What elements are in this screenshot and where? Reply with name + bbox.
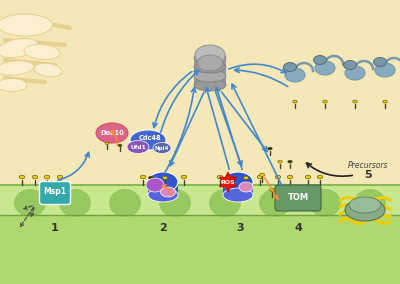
Text: 2: 2 bbox=[159, 223, 167, 233]
Ellipse shape bbox=[159, 189, 191, 217]
Ellipse shape bbox=[239, 182, 253, 192]
Ellipse shape bbox=[270, 188, 274, 191]
Ellipse shape bbox=[194, 61, 226, 73]
Ellipse shape bbox=[230, 176, 236, 179]
Ellipse shape bbox=[146, 178, 164, 192]
Ellipse shape bbox=[244, 176, 248, 179]
Ellipse shape bbox=[317, 175, 323, 179]
Ellipse shape bbox=[0, 14, 52, 36]
Text: Cdc48: Cdc48 bbox=[139, 135, 161, 141]
Ellipse shape bbox=[154, 175, 160, 179]
Bar bbox=[223, 182, 253, 195]
Ellipse shape bbox=[305, 175, 311, 179]
Ellipse shape bbox=[209, 189, 241, 217]
Ellipse shape bbox=[148, 172, 178, 192]
Ellipse shape bbox=[160, 187, 176, 197]
Ellipse shape bbox=[354, 189, 386, 217]
Ellipse shape bbox=[278, 160, 282, 163]
Ellipse shape bbox=[96, 123, 128, 143]
Bar bbox=[148, 182, 178, 195]
Ellipse shape bbox=[374, 57, 386, 66]
Text: 4: 4 bbox=[294, 223, 302, 233]
Ellipse shape bbox=[105, 142, 109, 145]
Polygon shape bbox=[219, 172, 237, 192]
FancyBboxPatch shape bbox=[275, 185, 321, 211]
Ellipse shape bbox=[323, 100, 327, 103]
Ellipse shape bbox=[353, 100, 357, 103]
Ellipse shape bbox=[140, 175, 146, 179]
Ellipse shape bbox=[148, 176, 154, 179]
Ellipse shape bbox=[59, 189, 91, 217]
Ellipse shape bbox=[195, 45, 225, 65]
Ellipse shape bbox=[57, 175, 63, 179]
Ellipse shape bbox=[32, 175, 38, 179]
Text: ROS: ROS bbox=[221, 179, 235, 185]
Ellipse shape bbox=[162, 176, 168, 179]
Ellipse shape bbox=[44, 175, 50, 179]
Ellipse shape bbox=[293, 100, 297, 103]
Text: Doa10: Doa10 bbox=[100, 130, 124, 136]
Ellipse shape bbox=[34, 63, 62, 77]
Ellipse shape bbox=[198, 55, 222, 71]
FancyBboxPatch shape bbox=[40, 181, 70, 204]
Ellipse shape bbox=[194, 79, 226, 91]
Text: Ufd1: Ufd1 bbox=[130, 145, 146, 149]
Ellipse shape bbox=[229, 175, 235, 179]
Ellipse shape bbox=[223, 188, 253, 202]
Ellipse shape bbox=[309, 189, 341, 217]
Ellipse shape bbox=[194, 52, 226, 64]
Bar bbox=[0, 185, 400, 284]
Ellipse shape bbox=[275, 175, 281, 179]
Text: Precursors: Precursors bbox=[348, 160, 388, 170]
Ellipse shape bbox=[260, 173, 264, 176]
Ellipse shape bbox=[345, 66, 365, 80]
Ellipse shape bbox=[259, 189, 291, 217]
Ellipse shape bbox=[314, 55, 326, 64]
Ellipse shape bbox=[118, 144, 122, 147]
Ellipse shape bbox=[169, 175, 175, 179]
Ellipse shape bbox=[127, 141, 149, 153]
Ellipse shape bbox=[181, 175, 187, 179]
Text: 3: 3 bbox=[236, 223, 244, 233]
Ellipse shape bbox=[345, 199, 385, 221]
Ellipse shape bbox=[288, 160, 292, 163]
Ellipse shape bbox=[285, 68, 305, 82]
Ellipse shape bbox=[383, 100, 387, 103]
Ellipse shape bbox=[223, 172, 253, 192]
Text: 1: 1 bbox=[51, 223, 59, 233]
Ellipse shape bbox=[148, 188, 178, 202]
Bar bbox=[194, 58, 226, 85]
Ellipse shape bbox=[24, 44, 60, 60]
Ellipse shape bbox=[375, 63, 395, 77]
Ellipse shape bbox=[14, 189, 46, 217]
Ellipse shape bbox=[287, 175, 293, 179]
Ellipse shape bbox=[153, 143, 171, 153]
Text: TOM: TOM bbox=[288, 193, 308, 202]
Text: Msp1: Msp1 bbox=[44, 187, 66, 197]
Ellipse shape bbox=[19, 175, 25, 179]
Ellipse shape bbox=[349, 197, 381, 213]
Ellipse shape bbox=[0, 38, 39, 58]
Text: 5: 5 bbox=[364, 170, 372, 180]
Ellipse shape bbox=[194, 70, 226, 82]
Text: Npl4: Npl4 bbox=[155, 145, 169, 151]
Ellipse shape bbox=[315, 61, 335, 75]
Ellipse shape bbox=[0, 78, 27, 91]
Ellipse shape bbox=[268, 147, 272, 150]
Ellipse shape bbox=[344, 60, 356, 70]
Ellipse shape bbox=[217, 175, 223, 179]
Ellipse shape bbox=[284, 62, 296, 72]
Ellipse shape bbox=[244, 175, 250, 179]
Ellipse shape bbox=[257, 175, 263, 179]
Ellipse shape bbox=[109, 189, 141, 217]
Bar bbox=[0, 215, 400, 284]
Ellipse shape bbox=[130, 130, 166, 150]
Ellipse shape bbox=[0, 61, 34, 75]
